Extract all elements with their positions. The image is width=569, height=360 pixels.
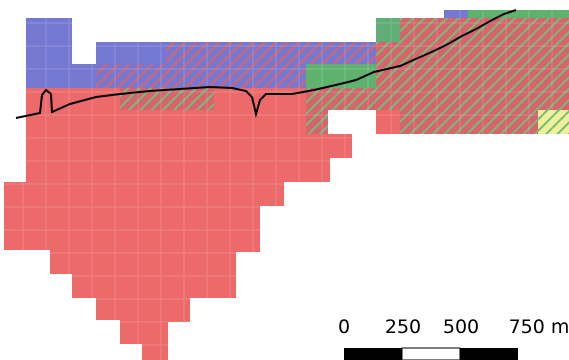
scale-bar — [344, 347, 518, 360]
scale-segment-3 — [460, 348, 518, 360]
boundary-line — [15, 9, 517, 119]
scale-label-500: 500 — [442, 316, 480, 338]
scale-label-250: 250 — [384, 316, 422, 338]
scale-label-750m: 750 m — [508, 316, 569, 338]
scale-segment-1 — [344, 348, 402, 360]
scale-label-0: 0 — [337, 316, 351, 338]
scale-segment-2 — [401, 347, 461, 360]
